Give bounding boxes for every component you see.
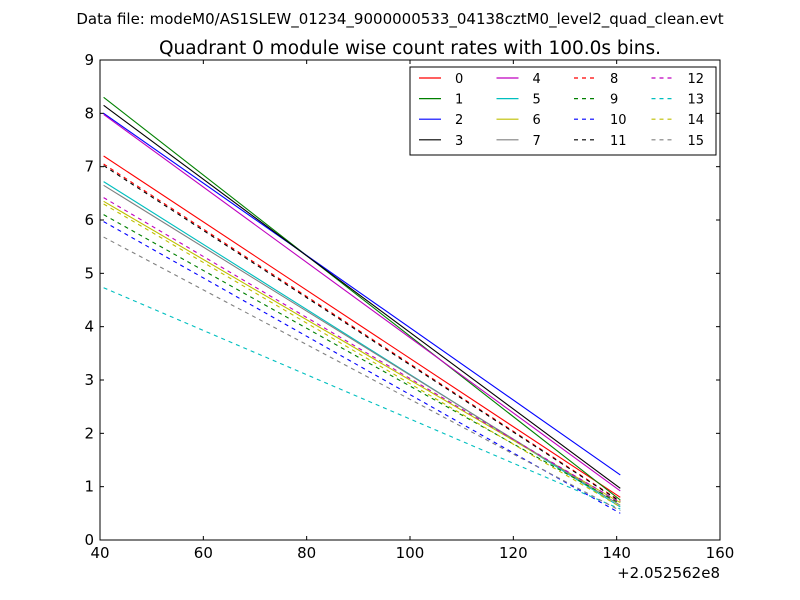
legend-label-4: 4: [533, 72, 541, 87]
legend-label-9: 9: [610, 93, 618, 108]
x-tick-label: 60: [194, 544, 213, 562]
y-tick-label: 6: [84, 211, 94, 229]
y-tick-label: 0: [84, 531, 94, 549]
series-lines: [103, 96, 621, 514]
series-line-13: [103, 287, 621, 510]
legend-label-5: 5: [533, 93, 541, 108]
legend-label-10: 10: [610, 113, 627, 128]
y-tick-label: 1: [84, 478, 94, 496]
legend-label-12: 12: [688, 72, 705, 87]
y-tick-label: 5: [84, 264, 94, 282]
x-tick-label: 160: [706, 544, 735, 562]
x-tick-label: 140: [602, 544, 631, 562]
y-tick-label: 2: [84, 424, 94, 442]
y-tick-label: 7: [84, 158, 94, 176]
legend-label-3: 3: [455, 134, 463, 149]
x-offset-label: +2.052562e8: [617, 564, 720, 582]
chart-title: Quadrant 0 module wise count rates with …: [159, 38, 661, 59]
legend-label-2: 2: [455, 113, 463, 128]
series-line-8: [103, 163, 621, 502]
x-tick-label: 100: [396, 544, 425, 562]
series-line-0: [103, 155, 621, 498]
legend-label-14: 14: [688, 113, 705, 128]
plot-frame: [99, 59, 721, 541]
series-line-11: [103, 165, 621, 503]
y-tick-label: 9: [84, 51, 94, 69]
x-tick-label: 120: [499, 544, 528, 562]
series-line-1: [103, 96, 621, 501]
series-line-2: [103, 112, 621, 476]
series-line-3: [103, 104, 621, 489]
series-line-10: [103, 221, 621, 514]
legend-label-7: 7: [533, 134, 541, 149]
series-line-7: [103, 184, 621, 506]
legend-label-0: 0: [455, 72, 463, 87]
legend-label-13: 13: [688, 93, 705, 108]
legend-label-15: 15: [688, 134, 705, 149]
series-line-15: [103, 236, 621, 512]
series-line-9: [103, 214, 621, 505]
y-tick-label: 4: [84, 318, 94, 336]
legend-label-1: 1: [455, 93, 463, 108]
legend-label-8: 8: [610, 72, 618, 87]
y-tick-label: 8: [84, 104, 94, 122]
legend-label-6: 6: [533, 113, 541, 128]
series-line-14: [103, 203, 621, 508]
legend-label-11: 11: [610, 134, 627, 149]
legend-box: [409, 66, 717, 156]
x-tick-label: 40: [90, 544, 109, 562]
figure-suptitle: Data file: modeM0/AS1SLEW_01234_90000005…: [76, 10, 723, 29]
series-line-4: [103, 113, 621, 492]
y-tick-label: 3: [84, 371, 94, 389]
x-tick-label: 80: [297, 544, 316, 562]
